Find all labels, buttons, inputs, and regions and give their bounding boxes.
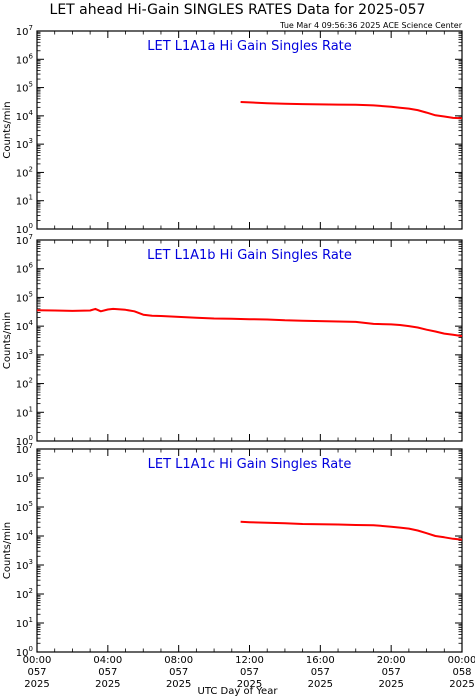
- y-tick-label: 103: [16, 137, 33, 151]
- x-tick-label: 20:00: [377, 655, 406, 666]
- y-tick-label: 106: [16, 262, 34, 276]
- panel-frame-3: [36, 448, 463, 653]
- y-tick-label: 104: [16, 319, 34, 333]
- timestamp: Tue Mar 4 09:56:36 2025 ACE Science Cent…: [280, 21, 462, 30]
- y-tick-label: 105: [16, 290, 33, 304]
- x-tick-label: 2025: [449, 679, 474, 690]
- y-tick-label: 102: [16, 377, 33, 391]
- x-tick-label: 08:00: [164, 655, 193, 666]
- x-tick-label: 058: [452, 667, 471, 678]
- x-tick-label: 16:00: [306, 655, 335, 666]
- x-tick-label: 00:00: [23, 655, 52, 666]
- y-tick-label: 106: [16, 471, 34, 485]
- x-tick-label: 057: [169, 667, 188, 678]
- y-tick-label: 106: [16, 52, 34, 66]
- y-axis-label: Counts/min: [2, 522, 13, 579]
- y-tick-label: 107: [16, 233, 33, 247]
- x-tick-label: 057: [240, 667, 259, 678]
- y-tick-label: 107: [16, 442, 33, 456]
- x-tick-label: 2025: [24, 679, 49, 690]
- y-tick-label: 101: [16, 616, 33, 630]
- y-tick-label: 102: [16, 587, 33, 601]
- y-axis-label: Counts/min: [2, 312, 13, 369]
- x-axis-label: UTC Day of Year: [197, 686, 278, 697]
- y-tick-label: 102: [16, 165, 33, 179]
- panel-frame-2: [36, 239, 463, 442]
- y-tick-label: 105: [16, 81, 33, 95]
- series-line-2: [36, 307, 463, 338]
- x-tick-label: 2025: [378, 679, 403, 690]
- y-tick-label: 101: [16, 405, 33, 419]
- x-tick-label: 057: [382, 667, 401, 678]
- series-line-3: [240, 520, 463, 541]
- x-tick-label: 12:00: [235, 655, 264, 666]
- y-tick-label: 107: [16, 24, 33, 38]
- panel-title-2: LET L1A1b Hi Gain Singles Rate: [147, 248, 352, 263]
- x-tick-label: 2025: [237, 679, 262, 690]
- x-tick-label: 2025: [308, 679, 333, 690]
- series-line-1: [240, 101, 463, 120]
- panel-title-1: LET L1A1a Hi Gain Singles Rate: [147, 39, 352, 54]
- x-tick-label: 2025: [95, 679, 120, 690]
- x-tick-label: 057: [311, 667, 330, 678]
- x-tick-label: 04:00: [93, 655, 122, 666]
- y-axis-label: Counts/min: [2, 101, 13, 158]
- panel-title-3: LET L1A1c Hi Gain Singles Rate: [148, 457, 352, 472]
- x-tick-label: 00:00: [448, 655, 475, 666]
- y-tick-label: 101: [16, 194, 33, 208]
- y-tick-label: 104: [16, 529, 34, 543]
- page-title: LET ahead Hi-Gain SINGLES RATES Data for…: [49, 2, 426, 18]
- y-tick-label: 104: [16, 109, 34, 123]
- y-tick-label: 103: [16, 558, 33, 572]
- x-tick-label: 2025: [166, 679, 191, 690]
- x-tick-label: 057: [27, 667, 46, 678]
- y-tick-label: 103: [16, 348, 33, 362]
- y-tick-label: 105: [16, 500, 33, 514]
- x-tick-label: 057: [98, 667, 117, 678]
- panel-frame-1: [36, 30, 463, 230]
